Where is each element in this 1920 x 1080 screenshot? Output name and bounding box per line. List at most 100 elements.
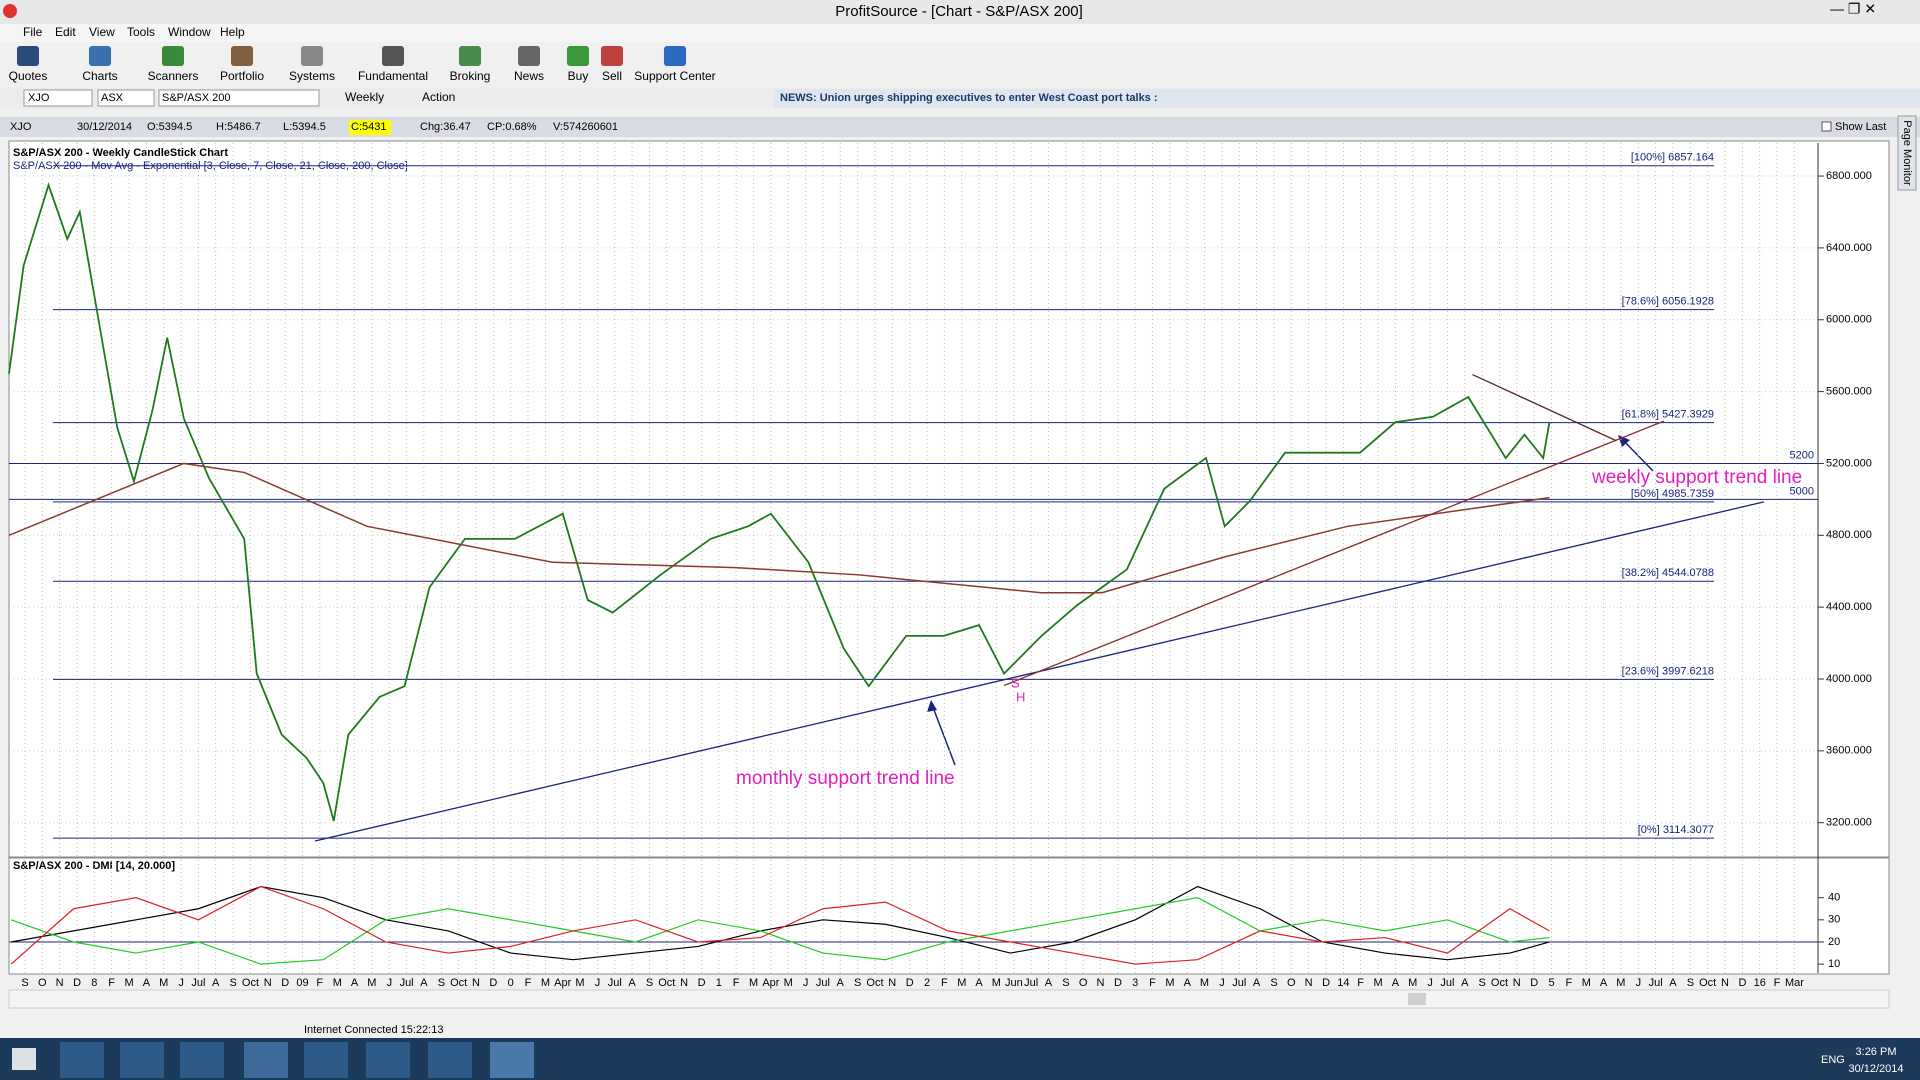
annotation: H — [1016, 689, 1025, 704]
x-tick-label: A — [1669, 977, 1677, 989]
info-volume: V:574260601 — [553, 121, 618, 133]
code-value[interactable]: XJO — [28, 92, 50, 104]
taskbar-app[interactable] — [120, 1042, 164, 1078]
toolbar-icon[interactable] — [382, 46, 404, 66]
toolbar-button[interactable]: Broking — [450, 69, 491, 83]
toolbar-button[interactable]: Scanners — [148, 69, 199, 83]
x-tick-label: Jul — [1649, 977, 1663, 989]
x-tick-label: D — [73, 977, 81, 989]
toolbar-button[interactable]: Quotes — [9, 69, 48, 83]
x-tick-label: 0 — [508, 977, 514, 989]
toolbar-button[interactable]: Portfolio — [220, 69, 264, 83]
x-tick-label: S — [854, 977, 861, 989]
toolbar-icon[interactable] — [89, 46, 111, 66]
news-text[interactable]: NEWS: Union urges shipping executives to… — [780, 92, 1158, 104]
toolbar-icon[interactable] — [231, 46, 253, 66]
x-tick-label: J — [1636, 977, 1642, 989]
menu-item[interactable]: Tools — [127, 25, 155, 39]
title-bar — [0, 0, 1920, 24]
y-tick-label: 4800.000 — [1826, 529, 1872, 541]
toolbar-button[interactable]: Systems — [289, 69, 335, 83]
clock-date[interactable]: 30/12/2014 — [1848, 1063, 1903, 1075]
x-tick-label: D — [281, 977, 289, 989]
fib-label: [0%] 3114.3077 — [1638, 824, 1714, 836]
y-tick-label: 6000.000 — [1826, 314, 1872, 326]
close-highlight — [349, 120, 391, 135]
menu-item[interactable]: File — [23, 25, 43, 39]
menu-bar — [0, 24, 1920, 42]
taskbar-app[interactable] — [428, 1042, 472, 1078]
taskbar-app[interactable] — [244, 1042, 288, 1078]
start-button[interactable] — [12, 1048, 36, 1070]
toolbar-button[interactable]: Charts — [82, 69, 117, 83]
x-tick-label: F — [316, 977, 323, 989]
x-tick-label: Oct — [866, 977, 883, 989]
info-change: Chg:36.47 — [420, 121, 471, 133]
x-tick-label: Oct — [1491, 977, 1508, 989]
code-input[interactable] — [23, 89, 93, 107]
name-value[interactable]: S&P/ASX 200 — [162, 92, 231, 104]
page-monitor-tab[interactable] — [1897, 115, 1917, 191]
x-tick-label: N — [1096, 977, 1104, 989]
toolbar-icon[interactable] — [162, 46, 184, 66]
taskbar-app[interactable] — [60, 1042, 104, 1078]
x-tick-label: O — [1287, 977, 1296, 989]
show-last-label[interactable]: Show Last — [1835, 121, 1886, 133]
toolbar-icon[interactable] — [567, 46, 589, 66]
x-tick-label: D — [489, 977, 497, 989]
toolbar-icon[interactable] — [601, 46, 623, 66]
info-low: L:5394.5 — [283, 121, 326, 133]
x-tick-label: S — [230, 977, 237, 989]
x-tick-label: O — [1079, 977, 1088, 989]
status-text: Internet Connected 15:22:13 — [304, 1024, 443, 1036]
menu-item[interactable]: Window — [168, 25, 211, 39]
taskbar-app[interactable] — [490, 1042, 534, 1078]
period-select[interactable]: Weekly — [345, 90, 384, 104]
toolbar-icon[interactable] — [664, 46, 686, 66]
toolbar-button[interactable]: News — [514, 69, 544, 83]
action-menu[interactable]: Action — [422, 90, 455, 104]
toolbar-button[interactable]: Buy — [568, 69, 589, 83]
x-tick-label: A — [420, 977, 428, 989]
scrollbar[interactable] — [8, 989, 1890, 1009]
taskbar-app[interactable] — [304, 1042, 348, 1078]
toolbar-icon[interactable] — [301, 46, 323, 66]
toolbar-button[interactable]: Sell — [602, 69, 622, 83]
menu-item[interactable]: Edit — [55, 25, 76, 39]
trend-line — [1003, 420, 1665, 687]
x-tick-label: J — [1219, 977, 1225, 989]
show-last-checkbox[interactable] — [1821, 121, 1832, 132]
exchange-select[interactable] — [97, 89, 155, 107]
taskbar-app[interactable] — [366, 1042, 410, 1078]
y-tick-label: 5600.000 — [1826, 386, 1872, 398]
x-tick-label: Oct — [450, 977, 467, 989]
exchange-value[interactable]: ASX — [101, 92, 124, 104]
info-change-pct: CP:0.68% — [487, 121, 537, 133]
scroll-thumb[interactable] — [1408, 993, 1426, 1005]
clock-time[interactable]: 3:26 PM — [1856, 1046, 1897, 1058]
menu-item[interactable]: Help — [220, 25, 245, 39]
x-tick-label: A — [1461, 977, 1469, 989]
toolbar-button[interactable]: Fundamental — [358, 69, 428, 83]
x-tick-label: M — [125, 977, 134, 989]
toolbar-icon[interactable] — [459, 46, 481, 66]
toolbar-button[interactable]: Support Center — [634, 69, 715, 83]
taskbar-app[interactable] — [180, 1042, 224, 1078]
toolbar-icon[interactable] — [518, 46, 540, 66]
x-tick-label: S — [1062, 977, 1069, 989]
x-tick-label: D — [1738, 977, 1746, 989]
x-tick-label: 5 — [1548, 977, 1554, 989]
x-tick-label: S — [1270, 977, 1277, 989]
menu-item[interactable]: View — [89, 25, 115, 39]
x-tick-label: S — [1479, 977, 1486, 989]
page-monitor-label[interactable]: Page Monitor — [1901, 120, 1913, 186]
name-input[interactable] — [158, 89, 320, 107]
x-tick-label: M — [1200, 977, 1209, 989]
window-controls[interactable]: — ❐ ✕ — [1830, 1, 1876, 17]
dmi-title: S&P/ASX 200 - DMI [14, 20.000] — [13, 860, 175, 872]
language[interactable]: ENG — [1821, 1054, 1845, 1066]
x-tick-label: F — [733, 977, 740, 989]
toolbar-icon[interactable] — [17, 46, 39, 66]
dmi-line — [10, 885, 1550, 965]
